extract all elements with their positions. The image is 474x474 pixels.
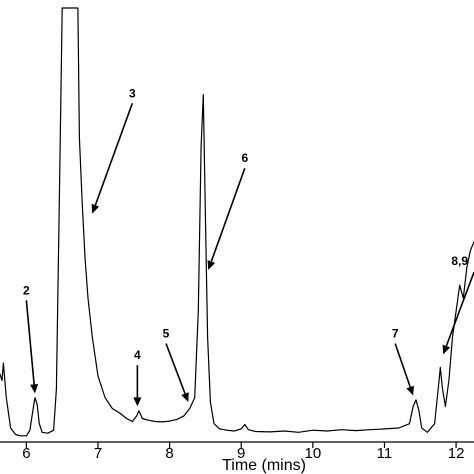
peak-annotation: 5: [163, 327, 189, 403]
annotation-arrow-shaft: [445, 271, 474, 347]
annotation-arrow-shaft: [210, 167, 246, 262]
x-tick-label: 9: [237, 445, 245, 462]
annotation-arrow-head: [133, 397, 142, 407]
x-tick-label: 8: [165, 445, 173, 462]
peak-annotation: 3: [91, 86, 136, 214]
chromatogram-trace: [0, 7, 474, 437]
peak-label: 6: [241, 151, 248, 165]
x-tick-label: 7: [94, 445, 102, 462]
annotation-arrow-head: [91, 203, 100, 214]
peak-annotations: 12345678,9: [23, 86, 474, 407]
x-tick-label: 12: [448, 445, 465, 462]
peak-annotation: 2: [23, 283, 39, 394]
annotation-arrow-head: [30, 384, 39, 394]
x-axis-title: Time (mins): [222, 457, 306, 474]
peak-annotation: 8,9: [442, 254, 474, 355]
annotation-arrow-head: [442, 344, 451, 355]
x-axis: 56789101112: [0, 441, 474, 462]
x-tick-label: 11: [377, 445, 393, 462]
peak-label: 4: [134, 348, 141, 362]
annotation-arrow-head: [181, 392, 189, 403]
peak-label: 3: [129, 86, 136, 100]
annotation-arrow-shaft: [394, 343, 411, 388]
peak-annotation: 4: [133, 348, 142, 407]
annotation-arrow-shaft: [25, 300, 35, 385]
peak-label: 5: [163, 327, 170, 341]
annotation-arrow-head: [406, 385, 414, 396]
x-tick-label: 6: [22, 445, 30, 462]
peak-label: 8,9: [451, 254, 468, 268]
peak-annotation: 7: [392, 327, 414, 396]
x-tick-label: 10: [305, 445, 322, 462]
annotation-arrow-shaft: [165, 343, 186, 394]
peak-label: 7: [392, 327, 399, 341]
annotation-arrow-head: [207, 260, 216, 270]
peak-annotation: 6: [207, 151, 248, 270]
chromatogram-series: [0, 7, 474, 437]
peak-label: 2: [23, 283, 30, 297]
annotation-arrow-shaft: [94, 102, 134, 206]
